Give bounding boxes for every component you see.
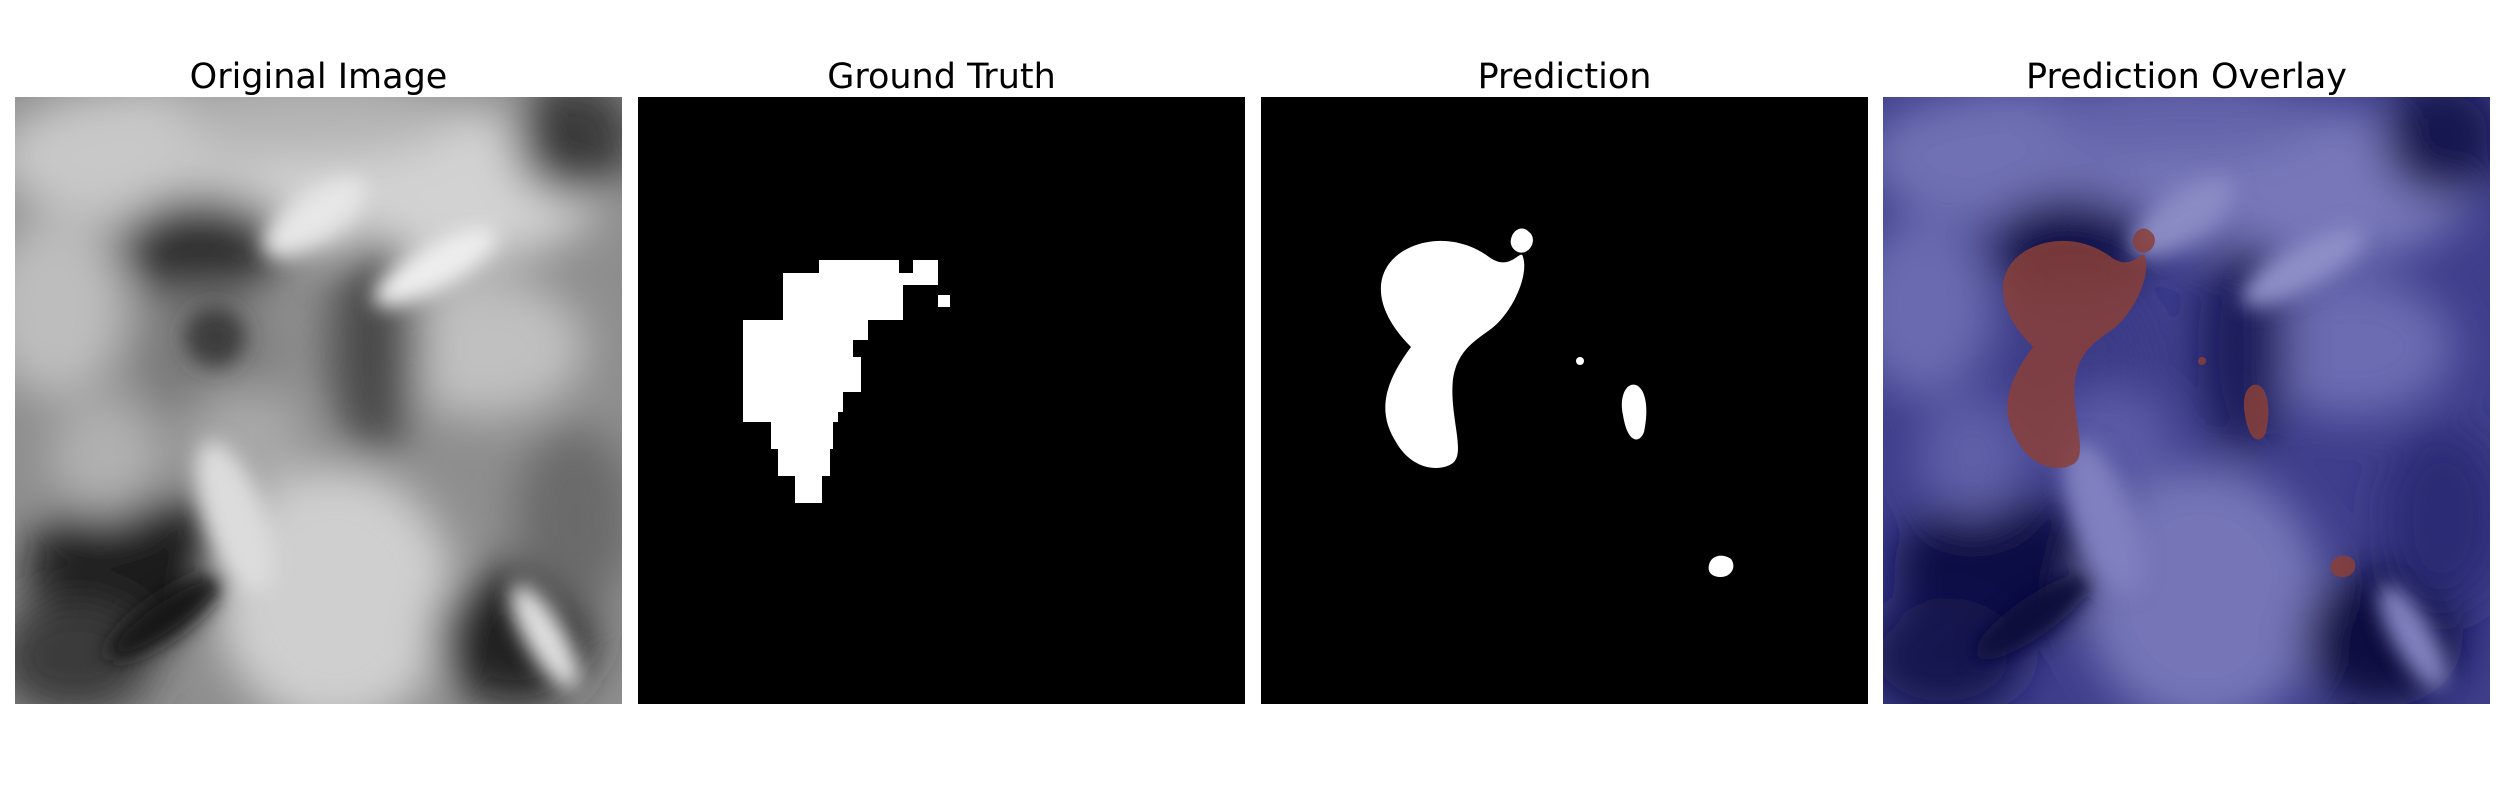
overlay-blob-bottom — [2330, 555, 2356, 577]
panel-title-original-image: Original Image — [189, 57, 448, 97]
prediction-blob-bottom — [1708, 555, 1734, 577]
prediction-overlay — [1883, 97, 2490, 704]
original-image — [15, 97, 622, 704]
panel-title-prediction: Prediction — [1477, 57, 1652, 97]
overlay-speck — [2198, 357, 2206, 365]
prediction-blob-right — [1621, 384, 1647, 440]
prediction-speck — [1576, 357, 1584, 365]
prediction-mask — [1261, 97, 1868, 704]
original-image-panel — [15, 97, 622, 704]
prediction-regions — [1380, 228, 1734, 577]
overlay-blob-right — [2243, 384, 2269, 440]
prediction-overlay-panel — [1883, 97, 2490, 704]
ground-truth-panel — [638, 97, 1245, 704]
ground-truth-mask — [638, 97, 1245, 704]
prediction-panel — [1261, 97, 1868, 704]
overlay-prediction-regions — [2002, 228, 2356, 577]
overlay-blob-main — [2002, 240, 2147, 469]
prediction-blob-small-top — [1510, 228, 1533, 253]
overlay-blob-small-top — [2132, 228, 2155, 253]
panel-title-ground-truth: Ground Truth — [827, 57, 1056, 97]
ground-truth-region — [743, 260, 950, 503]
panel-title-prediction-overlay: Prediction Overlay — [2025, 57, 2348, 97]
prediction-blob-main — [1380, 240, 1525, 469]
